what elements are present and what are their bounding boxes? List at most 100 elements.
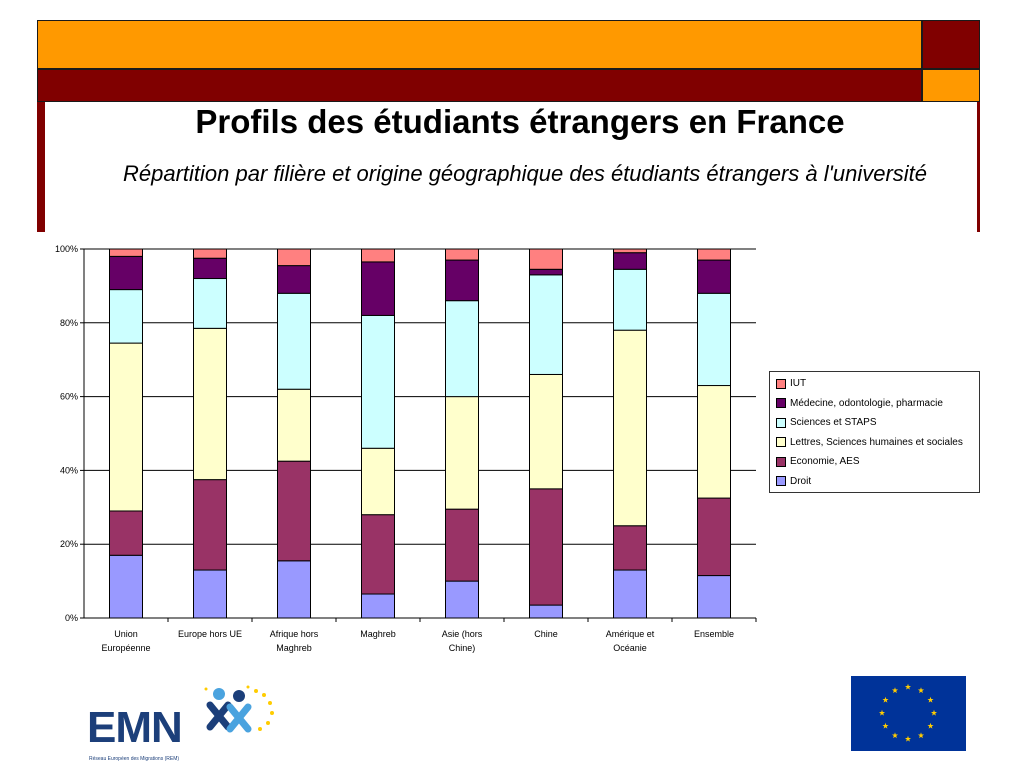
x-tick-label: Asie (hors	[442, 629, 483, 639]
eu-star-icon	[891, 687, 899, 694]
eu-star-icon	[904, 683, 912, 690]
eu-star-icon	[927, 722, 934, 729]
bar-segment	[613, 525, 647, 571]
bar-segment	[445, 396, 479, 510]
legend-label: Lettres, Sciences humaines et sociales	[790, 436, 963, 448]
bar-segment	[277, 292, 311, 390]
x-tick-label: Amérique et	[606, 629, 655, 639]
legend-item: Sciences et STAPS	[776, 413, 979, 433]
eu-star-icon	[882, 722, 889, 729]
chart-legend: IUT Médecine, odontologie, pharmacie Scien…	[769, 371, 980, 493]
x-tick-label: Ensemble	[694, 629, 734, 639]
bar-segment	[361, 514, 395, 595]
bar-segment	[613, 252, 647, 270]
header-bar-orange	[37, 20, 922, 69]
y-tick-label: 20%	[60, 539, 78, 549]
bar-segment	[277, 248, 311, 267]
bar-segment	[613, 329, 647, 527]
x-tick-label: Océanie	[613, 643, 647, 653]
bar-segment	[109, 554, 143, 619]
legend-item: Médecine, odontologie, pharmacie	[776, 394, 979, 414]
bar-segment	[277, 388, 311, 462]
header-square-orange	[922, 69, 980, 102]
bar-segment	[445, 580, 479, 619]
eu-star-icon	[917, 732, 925, 739]
legend-label: Sciences et STAPS	[790, 417, 877, 429]
bar-segment	[445, 300, 479, 398]
legend-item: Economie, AES	[776, 452, 979, 472]
legend-item: Droit	[776, 472, 979, 492]
legend-label: Droit	[790, 475, 812, 487]
eu-star-icon	[878, 709, 886, 716]
bar-segment	[193, 479, 227, 571]
legend-swatch	[776, 456, 786, 467]
bar-segment	[445, 508, 479, 582]
eu-star-icon	[904, 735, 912, 742]
bar-segment	[697, 248, 731, 261]
emn-logo: EMN Réseau Européen des Migrations (REM)	[82, 683, 286, 768]
y-tick-label: 100%	[55, 244, 78, 254]
bar-segment	[613, 268, 647, 331]
bar-segment	[109, 289, 143, 344]
bar-segment	[193, 278, 227, 329]
x-tick-label: Afrique hors	[270, 629, 319, 639]
eu-star-icon	[917, 687, 925, 694]
emn-logo-text: EMN	[87, 703, 183, 752]
bar-segment	[361, 248, 395, 263]
legend-swatch	[776, 437, 786, 448]
bar-segment	[529, 274, 563, 375]
x-tick-label: Union	[114, 629, 138, 639]
bar-segment	[109, 510, 143, 556]
slide-title: Profils des étudiants étrangers en Franc…	[195, 103, 845, 140]
legend-swatch	[776, 417, 786, 428]
legend-label: Médecine, odontologie, pharmacie	[790, 397, 943, 409]
bar-segment	[277, 460, 311, 562]
bar-segment	[445, 248, 479, 261]
bar-segment	[361, 447, 395, 516]
y-tick-label: 40%	[60, 465, 78, 475]
eu-star-icon	[882, 696, 889, 703]
eu-star-icon	[927, 696, 934, 703]
legend-swatch	[776, 378, 786, 389]
bar-segment	[109, 255, 143, 291]
bar-segment	[109, 248, 143, 257]
emn-figures-icon	[204, 685, 274, 733]
y-tick-label: 60%	[60, 392, 78, 402]
eu-flag	[851, 676, 966, 751]
header-bar-dark	[37, 69, 922, 102]
legend-item: IUT	[776, 374, 979, 394]
bar-segment	[193, 248, 227, 259]
bar-segment	[193, 569, 227, 619]
bar-segment	[697, 497, 731, 577]
bar-segment	[697, 292, 731, 387]
slide-edge-left	[37, 102, 45, 232]
x-tick-label: Maghreb	[276, 643, 312, 653]
legend-swatch	[776, 398, 786, 409]
y-tick-label: 0%	[65, 613, 78, 623]
slide-subtitle: Répartition par filière et origine géogr…	[122, 161, 928, 186]
x-tick-label: Chine	[534, 629, 558, 639]
bar-segment	[613, 248, 647, 254]
bar-segment	[361, 314, 395, 449]
bar-segment	[361, 593, 395, 619]
bar-segment	[361, 261, 395, 316]
bar-segment	[529, 268, 563, 276]
legend-swatch	[776, 476, 786, 487]
bar-segment	[109, 342, 143, 512]
bar-segment	[193, 327, 227, 481]
bar-segment	[445, 259, 479, 302]
bar-segment	[277, 265, 311, 294]
bar-segment	[613, 569, 647, 619]
slide-edge-right	[977, 102, 980, 232]
legend-label: Economie, AES	[790, 456, 860, 468]
bar-segment	[529, 604, 563, 619]
bar-segment	[529, 248, 563, 270]
bar-segment	[277, 560, 311, 619]
bar-segment	[529, 373, 563, 490]
emn-logo-subtitle: Réseau Européen des Migrations (REM)	[89, 756, 180, 762]
bar-segment	[529, 488, 563, 606]
x-tick-label: Maghreb	[360, 629, 396, 639]
stacked-bar-chart: 0% 20% 40% 60% 80% 100% Union Européenne Europe …	[25, 232, 1024, 672]
bar-segment	[697, 259, 731, 294]
y-tick-label: 80%	[60, 318, 78, 328]
